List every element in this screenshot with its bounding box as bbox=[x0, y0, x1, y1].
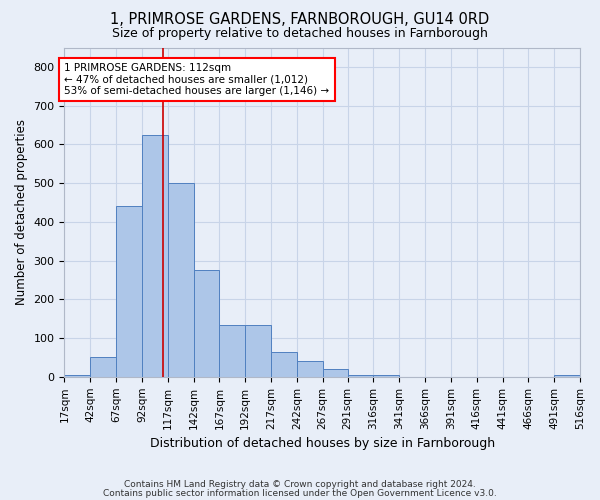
Y-axis label: Number of detached properties: Number of detached properties bbox=[15, 119, 28, 305]
Text: Contains public sector information licensed under the Open Government Licence v3: Contains public sector information licen… bbox=[103, 490, 497, 498]
Bar bbox=[194, 270, 220, 377]
X-axis label: Distribution of detached houses by size in Farnborough: Distribution of detached houses by size … bbox=[149, 437, 495, 450]
Bar bbox=[271, 352, 297, 377]
Text: Contains HM Land Registry data © Crown copyright and database right 2024.: Contains HM Land Registry data © Crown c… bbox=[124, 480, 476, 489]
Text: Size of property relative to detached houses in Farnborough: Size of property relative to detached ho… bbox=[112, 28, 488, 40]
Bar bbox=[554, 375, 580, 377]
Bar bbox=[168, 183, 194, 377]
Bar bbox=[347, 375, 373, 377]
Bar bbox=[373, 375, 399, 377]
Bar bbox=[245, 324, 271, 377]
Bar bbox=[116, 206, 142, 377]
Bar bbox=[90, 358, 116, 377]
Bar bbox=[220, 324, 245, 377]
Bar bbox=[142, 134, 168, 377]
Bar bbox=[64, 375, 90, 377]
Bar bbox=[297, 362, 323, 377]
Bar bbox=[323, 369, 347, 377]
Text: 1, PRIMROSE GARDENS, FARNBOROUGH, GU14 0RD: 1, PRIMROSE GARDENS, FARNBOROUGH, GU14 0… bbox=[110, 12, 490, 28]
Text: 1 PRIMROSE GARDENS: 112sqm
← 47% of detached houses are smaller (1,012)
53% of s: 1 PRIMROSE GARDENS: 112sqm ← 47% of deta… bbox=[64, 63, 329, 96]
